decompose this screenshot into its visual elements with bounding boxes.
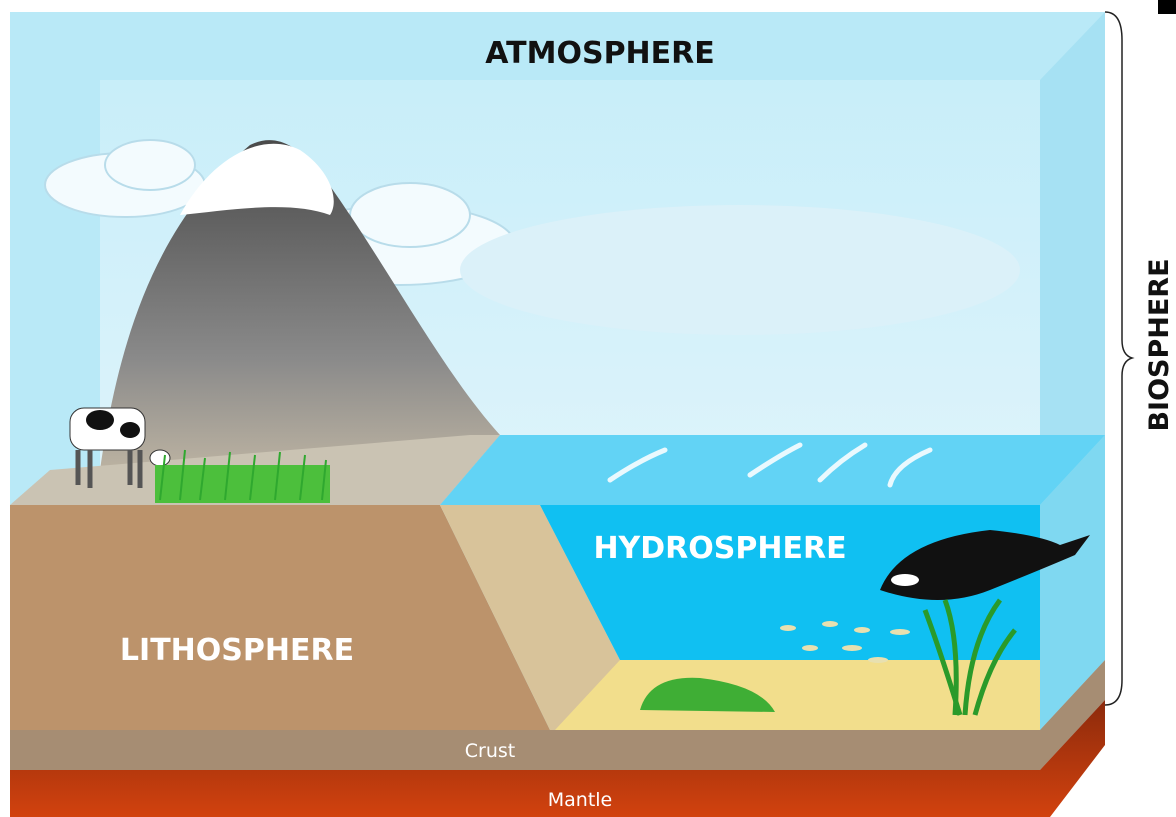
brace <box>1105 12 1132 705</box>
corner-mark <box>1158 0 1176 14</box>
crust-label: Crust <box>465 740 515 762</box>
orca-patch <box>891 574 919 586</box>
hydrosphere-label: HYDROSPHERE <box>593 531 846 566</box>
biosphere-label: BIOSPHERE <box>1144 258 1175 431</box>
mantle-label: Mantle <box>548 789 613 811</box>
atmosphere-label: ATMOSPHERE <box>485 36 715 71</box>
water-top <box>440 435 1105 505</box>
diagram: ATMOSPHERE HYDROSPHERE LITHOSPHERE Crust… <box>0 0 1176 817</box>
page: ATMOSPHERE HYDROSPHERE LITHOSPHERE Crust… <box>0 0 1176 817</box>
lithosphere-label: LITHOSPHERE <box>120 633 354 668</box>
